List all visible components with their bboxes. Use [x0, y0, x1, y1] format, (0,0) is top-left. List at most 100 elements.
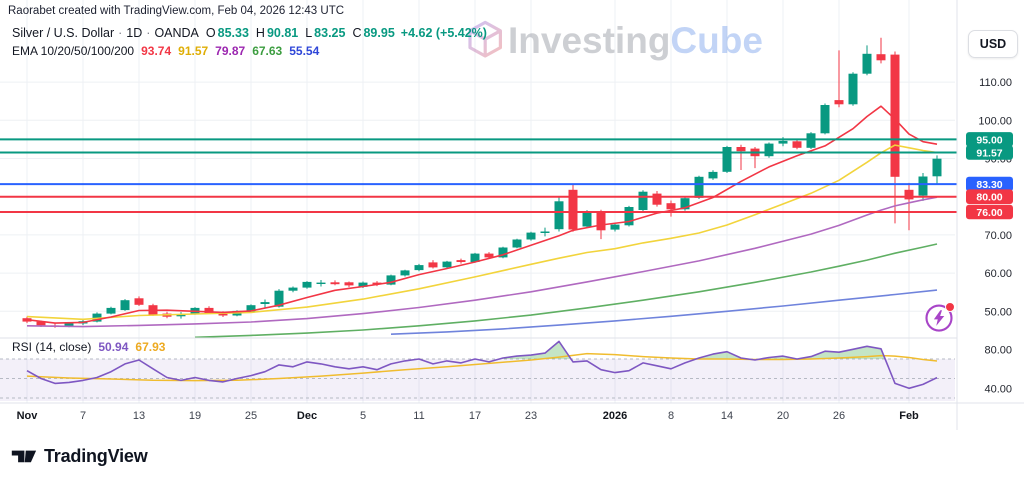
candle-body — [932, 158, 942, 177]
time-axis-label: 2026 — [603, 410, 627, 422]
candle-body — [204, 307, 214, 314]
candle-body — [736, 147, 746, 152]
exchange-label[interactable]: OANDA — [154, 26, 199, 40]
candle-body — [316, 282, 326, 284]
candle-body — [848, 73, 858, 105]
price-level-badge-label: 91.57 — [976, 147, 1002, 159]
time-axis-label: 11 — [413, 410, 424, 422]
currency-button[interactable]: USD — [968, 30, 1018, 58]
price-level-badge[interactable] — [966, 189, 1013, 204]
candle-body — [498, 247, 508, 258]
candle-body — [386, 275, 396, 285]
ohlc-letter: C — [352, 26, 362, 40]
time-axis-label: 8 — [668, 410, 674, 422]
candle-body — [470, 253, 480, 262]
time-axis[interactable] — [0, 403, 1024, 431]
rsi-ma-value: 67.93 — [135, 340, 166, 354]
brand-footer[interactable]: TradingView — [10, 442, 148, 470]
ema-value-0: 93.74 — [141, 44, 172, 58]
candle-body — [862, 53, 872, 74]
candle-body — [400, 270, 410, 276]
time-axis-label: 13 — [133, 410, 145, 422]
watermark-text: InvestingCube — [508, 20, 763, 61]
price-axis-label: 50.00 — [984, 306, 1012, 318]
price-level-badge-label: 80.00 — [976, 192, 1002, 204]
candle-body — [246, 305, 256, 313]
candle-body — [596, 211, 606, 231]
attribution-text: Raorabet created with TradingView.com, F… — [8, 5, 345, 17]
candle-body — [330, 282, 340, 285]
candle-body — [904, 189, 914, 200]
candle-body — [358, 282, 368, 287]
time-axis-label: 14 — [721, 410, 733, 422]
price-level-badge[interactable] — [966, 145, 1013, 160]
candle-body — [638, 191, 648, 210]
price-level-badge-label: 83.30 — [976, 179, 1002, 191]
symbol-title[interactable]: Silver / U.S. Dollar — [12, 26, 115, 40]
rsi-line — [26, 340, 938, 390]
legend-separator: · — [118, 26, 123, 40]
candle-body — [274, 290, 284, 307]
rsi-overbought-fill — [797, 346, 886, 359]
candle-body — [64, 323, 74, 327]
price-level-badge[interactable] — [966, 176, 1013, 192]
ohlc-values: O 85.33 H 90.81 L 83.25 C 89.95 +4.62 (+5.42%) — [199, 26, 487, 40]
candle-body — [554, 201, 564, 230]
price-axis-label: 70.00 — [984, 230, 1012, 242]
candle-body — [344, 282, 354, 286]
time-axis-label: Feb — [899, 410, 919, 422]
time-axis-label: Dec — [297, 410, 317, 422]
candle-body — [372, 282, 382, 285]
candle-body — [134, 298, 144, 305]
ema-value-4: 55.54 — [289, 44, 320, 58]
candle-body — [526, 232, 536, 240]
time-axis-label: Nov — [17, 410, 39, 422]
ema-200-line — [390, 289, 938, 335]
change-value: +4.62 (+5.42%) — [400, 26, 487, 40]
candle-body — [414, 265, 424, 271]
candle-body — [582, 211, 592, 227]
ohlc-o-value: 85.33 — [217, 26, 249, 40]
time-axis-label: 26 — [833, 410, 845, 422]
lightning-bolt-icon — [925, 304, 953, 332]
ema-values: 93.74 91.57 79.87 67.63 55.54 — [134, 44, 319, 58]
price-axis[interactable] — [957, 0, 1024, 403]
rsi-axis-label: 80.00 — [984, 344, 1012, 356]
candle-body — [442, 261, 452, 268]
ema-value-1: 91.57 — [178, 44, 209, 58]
rsi-overbought-fill — [499, 341, 571, 359]
price-axis-label: 110.00 — [979, 77, 1012, 89]
interval-label[interactable]: 1D — [126, 26, 143, 40]
candle-body — [218, 312, 228, 316]
rsi-legend: RSI (14, close) 50.94 67.93 — [12, 340, 165, 354]
ema-legend: EMA 10/20/50/100/200 93.74 91.57 79.87 67.63… — [12, 44, 319, 58]
candle-body — [680, 198, 690, 210]
price-level-badge[interactable] — [966, 132, 1013, 147]
ema-label[interactable]: EMA 10/20/50/100/200 — [12, 44, 135, 58]
ema-50-line — [26, 196, 938, 328]
rsi-overbought-fill — [760, 356, 797, 359]
candle-body — [820, 105, 830, 134]
candle-body — [764, 143, 774, 157]
time-axis-label: 5 — [360, 410, 366, 422]
candle-body — [876, 54, 886, 61]
boost-button[interactable] — [924, 302, 956, 335]
rsi-label[interactable]: RSI (14, close) — [12, 340, 92, 354]
candle-body — [610, 224, 620, 230]
candle-body — [778, 140, 788, 144]
candle-body — [568, 189, 578, 230]
price-level-badge[interactable] — [966, 204, 1013, 220]
candle-body — [484, 253, 494, 258]
candle-body — [456, 260, 466, 262]
candle-body — [666, 203, 676, 210]
ohlc-letter: L — [305, 26, 313, 40]
time-axis-label: 19 — [189, 410, 201, 422]
legend-separator: · — [146, 26, 151, 40]
rsi-value: 50.94 — [98, 340, 129, 354]
time-axis-label: 17 — [469, 410, 481, 422]
time-axis-label: 25 — [245, 410, 257, 422]
candle-body — [918, 176, 928, 196]
ohlc-letter: H — [255, 26, 265, 40]
